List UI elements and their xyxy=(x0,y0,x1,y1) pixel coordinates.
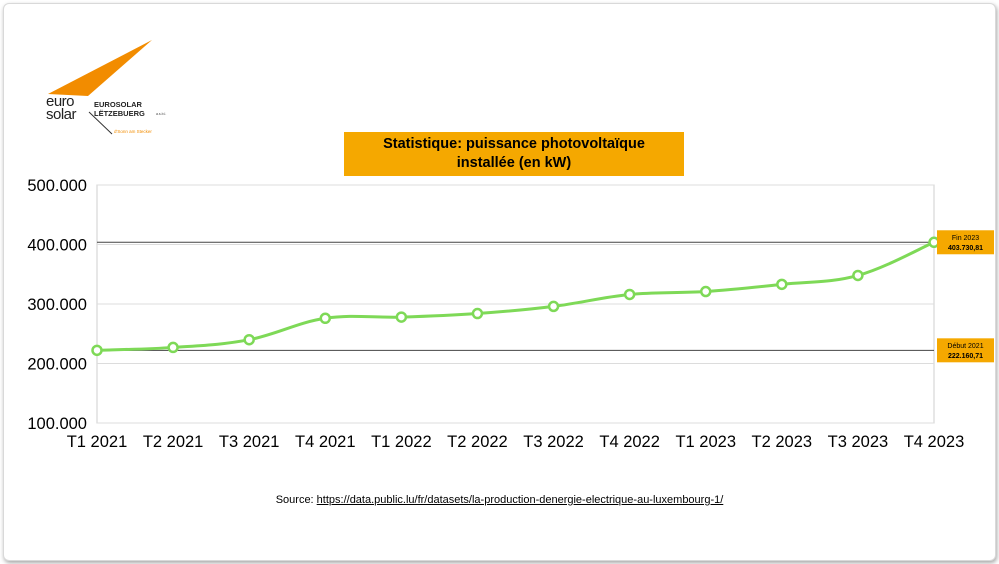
slide: euro solar EUROSOLAR LËTZEBUERG a.s.b.l.… xyxy=(3,3,996,561)
source-link[interactable]: https://data.public.lu/fr/datasets/la-pr… xyxy=(316,494,724,506)
data-point xyxy=(91,344,103,357)
x-tick-label: T4 2021 xyxy=(295,433,356,451)
y-tick-label: 300.000 xyxy=(27,296,87,314)
x-tick-label: T2 2023 xyxy=(752,433,813,451)
source-prefix: Source: xyxy=(275,494,317,506)
x-tick-label: T4 2022 xyxy=(599,433,660,451)
logo-wordmark-top: euro xyxy=(46,93,74,110)
y-tick-label: 100.000 xyxy=(27,415,87,433)
series-line xyxy=(96,240,935,352)
data-point xyxy=(547,300,560,313)
logo-suffix: a.s.b.l. xyxy=(156,112,166,116)
line-chart: 100.000 200.000 300.000 400.000 500.000 T1 20… xyxy=(27,177,994,451)
annotation-box xyxy=(937,338,994,363)
data-point xyxy=(776,278,788,291)
x-tick-label: T1 2023 xyxy=(675,433,736,451)
x-tick-label: T4 2023 xyxy=(904,433,965,451)
data-point xyxy=(243,333,255,346)
data-point xyxy=(167,341,179,354)
data-point xyxy=(395,311,408,323)
x-tick-label: T2 2021 xyxy=(143,433,204,451)
x-tick-label: T3 2021 xyxy=(219,433,280,451)
logo-name-line1: EUROSOLAR xyxy=(94,100,143,109)
data-point xyxy=(319,312,332,325)
annotation-box xyxy=(937,230,994,255)
logo-tagline: d'Sonn am Stecker xyxy=(114,129,152,134)
sun-ray-shape xyxy=(48,40,152,96)
eurosolar-logo-graphic: euro solar EUROSOLAR LËTZEBUERG a.s.b.l.… xyxy=(46,40,166,135)
logo-name-line2: LËTZEBUERG xyxy=(94,109,145,118)
x-tick-label: T2 2022 xyxy=(447,433,508,451)
y-tick-label: 500.000 xyxy=(27,177,87,195)
data-point xyxy=(699,285,712,298)
source-note: Source: https://data.public.lu/fr/datase… xyxy=(4,494,995,506)
annotation-value: 403.730,81 xyxy=(948,245,983,252)
data-point xyxy=(852,269,864,282)
chart-title: Statistique: puissance photovoltaïque in… xyxy=(344,132,684,176)
x-tick-label: T1 2021 xyxy=(67,433,128,451)
annotation-label: Fin 2023 xyxy=(952,235,979,242)
x-tick-label: T1 2022 xyxy=(371,433,432,451)
chart-title-line1: Statistique: puissance photovoltaïque xyxy=(383,136,645,152)
x-tick-label: T3 2022 xyxy=(523,433,584,451)
eurosolar-logo: euro solar EUROSOLAR LËTZEBUERG a.s.b.l.… xyxy=(44,40,174,140)
logo-wordmark-bottom: solar xyxy=(46,106,77,123)
x-tick-label: T3 2023 xyxy=(828,433,889,451)
annotation-value: 222.160,71 xyxy=(948,353,983,360)
data-point xyxy=(471,307,484,320)
annotation-label: Début 2021 xyxy=(947,343,983,350)
y-tick-label: 200.000 xyxy=(27,356,87,374)
data-point xyxy=(623,288,636,301)
chart-title-line2: installée (en kW) xyxy=(456,155,572,171)
y-tick-label: 400.000 xyxy=(27,237,87,255)
